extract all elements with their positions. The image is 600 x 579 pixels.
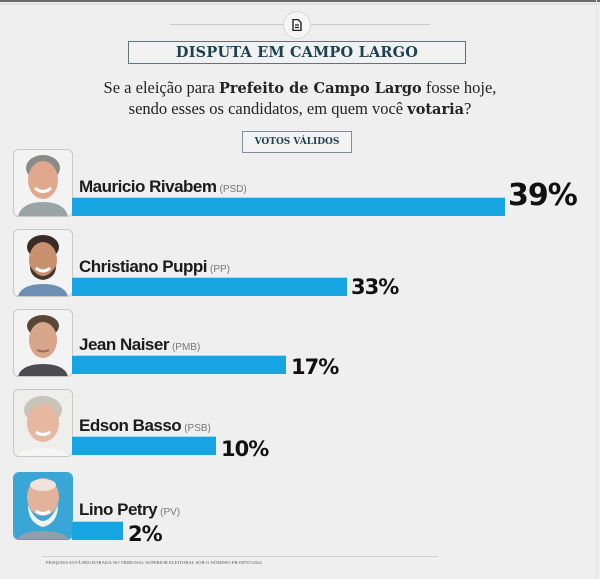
name-text: Jean Naiser <box>79 335 169 354</box>
footer-rule <box>42 556 438 557</box>
question-text: fosse hoje, <box>421 78 497 97</box>
question-text: Se a eleição para <box>103 78 219 97</box>
candidate-name: Jean Naiser (PMB) <box>79 335 200 355</box>
party-label: (PP) <box>210 264 230 275</box>
party-label: (PMB) <box>171 342 201 353</box>
candidate-photo <box>13 389 73 457</box>
party-label: (PSD) <box>219 184 247 195</box>
candidate-name: Christiano Puppi (PP) <box>79 257 230 277</box>
result-bar <box>72 436 216 455</box>
percentage-value: 10% <box>221 437 269 461</box>
name-text: Mauricio Rivabem <box>79 177 217 196</box>
percentage-value: 39% <box>508 178 578 213</box>
chart-title: DISPUTA EM CAMPO LARGO <box>128 41 466 64</box>
name-text: Christiano Puppi <box>79 257 208 276</box>
question-text: ? <box>464 99 472 118</box>
chart-question: Se a eleição para Prefeito de Campo Larg… <box>60 78 540 120</box>
name-text: Lino Petry <box>79 500 158 519</box>
question-bold-office: Prefeito de Campo Largo <box>218 80 422 97</box>
top-border <box>0 0 600 2</box>
party-label: (PSB) <box>184 423 211 434</box>
valid-votes-badge: VOTOS VÁLIDOS <box>242 131 352 153</box>
candidate-name: Edson Basso (PSB) <box>79 416 211 436</box>
question-text: sendo esses os candidatos, em quem você <box>128 99 408 118</box>
candidate-photo <box>13 149 73 217</box>
top-border-light <box>0 3 600 5</box>
result-bar <box>72 197 505 216</box>
result-bar <box>72 277 347 296</box>
document-icon <box>283 11 311 39</box>
candidate-photo <box>13 229 73 297</box>
candidate-name: Lino Petry (PV) <box>79 500 180 520</box>
question-bold-vote: votaria <box>407 101 464 118</box>
name-text: Edson Basso <box>79 416 182 435</box>
percentage-value: 17% <box>291 355 339 379</box>
result-bar <box>72 521 123 540</box>
party-label: (PV) <box>160 507 181 518</box>
percentage-value: 2% <box>128 522 163 546</box>
percentage-value: 33% <box>351 275 399 299</box>
candidate-photo <box>13 472 73 540</box>
registration-note: PESQUISA ESTÁ REGISTRADA NO TRIBUNAL SUP… <box>46 560 262 565</box>
right-edge <box>596 0 597 579</box>
candidate-name: Mauricio Rivabem (PSD) <box>79 177 247 197</box>
candidate-photo <box>13 309 73 377</box>
result-bar <box>72 355 286 374</box>
